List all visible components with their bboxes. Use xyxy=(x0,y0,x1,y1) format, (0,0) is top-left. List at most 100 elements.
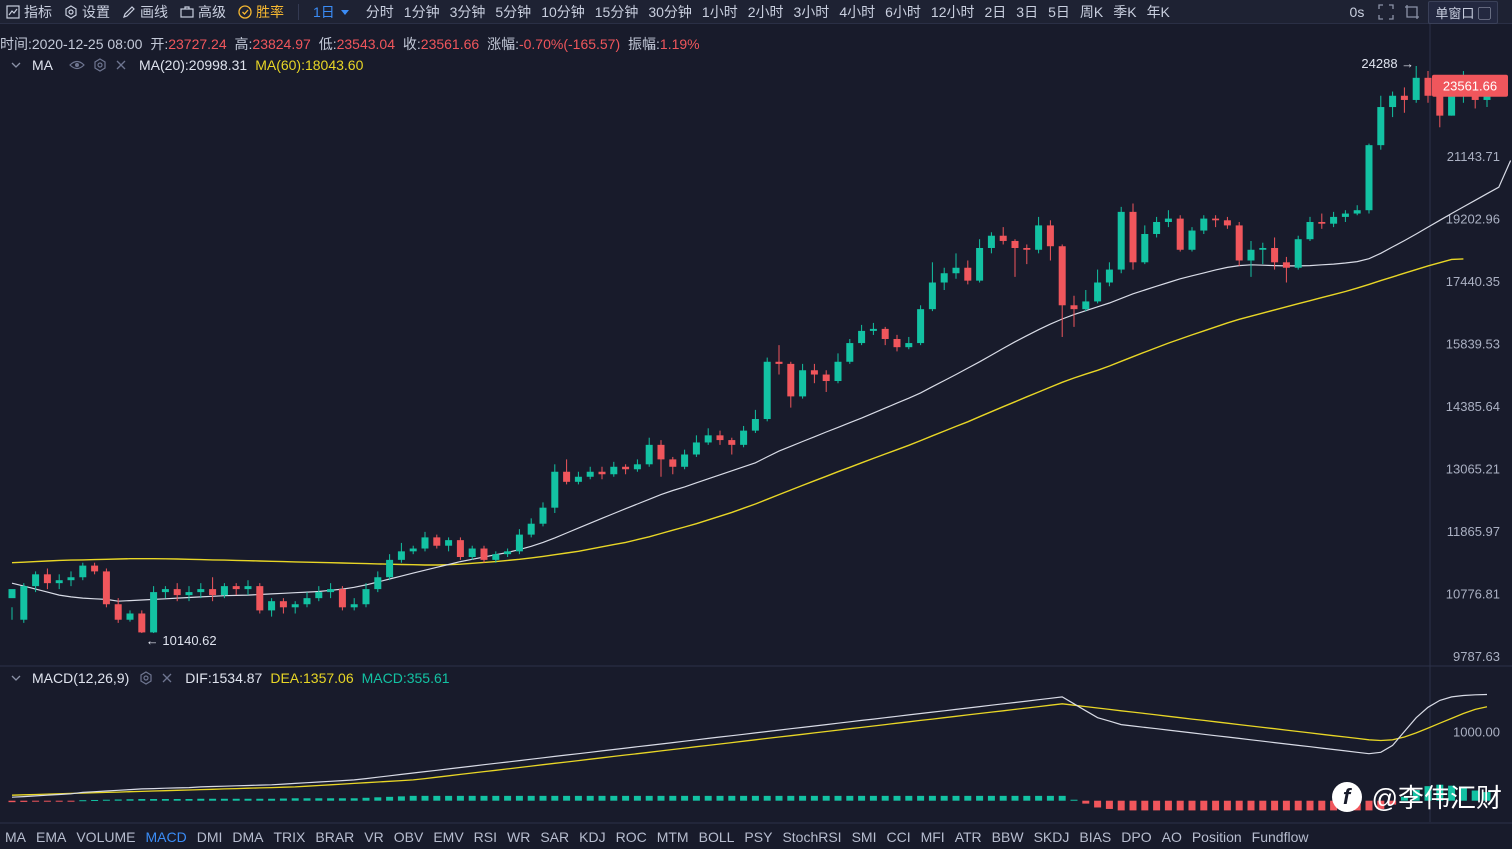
indicator-tab[interactable]: BOLL xyxy=(698,828,735,845)
candle-body xyxy=(1094,282,1102,302)
period-tab[interactable]: 15分钟 xyxy=(594,3,639,20)
indicator-tab[interactable]: MFI xyxy=(920,828,945,845)
indicator-tab[interactable]: DMA xyxy=(232,828,264,845)
gear-icon[interactable] xyxy=(93,58,107,72)
period-tab[interactable]: 周K xyxy=(1079,3,1104,20)
period-tab[interactable]: 5分钟 xyxy=(495,3,532,20)
low-label: 低: xyxy=(318,36,337,52)
eye-icon[interactable] xyxy=(69,59,85,71)
close-icon[interactable] xyxy=(161,672,173,684)
period-tab[interactable]: 分时 xyxy=(365,3,394,20)
gear-icon[interactable] xyxy=(139,671,153,685)
period-tab[interactable]: 10分钟 xyxy=(541,3,585,20)
period-tab[interactable]: 2日 xyxy=(984,3,1007,20)
candle-body xyxy=(397,551,405,560)
candle-body xyxy=(563,471,571,482)
indicator-tab[interactable]: BBW xyxy=(991,828,1024,845)
timeframe-dropdown[interactable]: 1日 xyxy=(307,0,361,24)
fullscreen-icon[interactable] xyxy=(1378,4,1394,20)
candle-body xyxy=(704,435,712,443)
candle-body xyxy=(869,328,877,331)
draw-button[interactable]: 画线 xyxy=(116,0,174,24)
indicator-tab[interactable]: ATR xyxy=(954,828,982,845)
period-tab[interactable]: 30分钟 xyxy=(648,3,692,20)
indicator-tab[interactable]: Fundflow xyxy=(1251,828,1309,845)
period-tab[interactable]: 1小时 xyxy=(701,3,738,20)
indicator-tab[interactable]: BIAS xyxy=(1079,828,1112,845)
period-tab[interactable]: 6小时 xyxy=(885,3,921,20)
period-tab[interactable]: 12小时 xyxy=(930,3,975,20)
indicator-tab[interactable]: MACD xyxy=(145,828,187,845)
indicator-tab[interactable]: EMV xyxy=(433,828,464,845)
macd-histogram-bar xyxy=(232,798,240,801)
screenshot-icon[interactable] xyxy=(1404,4,1420,20)
candle-body xyxy=(999,235,1007,241)
indicator-tab[interactable]: SKDJ xyxy=(1033,828,1070,845)
candle-body xyxy=(858,330,866,344)
candle-body xyxy=(917,309,925,344)
indicator-tab[interactable]: DPO xyxy=(1121,828,1152,845)
chevron-down-icon[interactable] xyxy=(10,673,22,683)
period-tab[interactable]: 年K xyxy=(1146,3,1170,20)
period-tab[interactable]: 季K xyxy=(1113,3,1137,20)
period-tab[interactable]: 3日 xyxy=(1016,3,1039,20)
macd-histogram-bar xyxy=(633,795,641,801)
indicator-tab[interactable]: AO xyxy=(1161,828,1182,845)
candle-body xyxy=(1023,247,1031,250)
macd-histogram-bar xyxy=(91,799,99,801)
indicator-tab[interactable]: CCI xyxy=(886,828,911,845)
macd-histogram-bar xyxy=(1200,800,1208,811)
candle-body xyxy=(940,273,948,283)
indicator-tab[interactable]: MTM xyxy=(656,828,689,845)
close-icon[interactable] xyxy=(115,59,127,71)
period-tab[interactable]: 5日 xyxy=(1048,3,1070,20)
candle-body xyxy=(893,338,901,348)
indicator-tab[interactable]: WR xyxy=(507,828,531,845)
indicator-tab[interactable]: DMI xyxy=(196,828,223,845)
macd-histogram-bar xyxy=(315,798,323,801)
settings-button[interactable]: 设置 xyxy=(58,0,116,24)
macd-histogram-bar xyxy=(161,799,169,801)
macd-histogram-bar xyxy=(1483,792,1491,801)
period-tab[interactable]: 1分钟 xyxy=(403,3,440,20)
macd-histogram-bar xyxy=(256,798,264,801)
indicator-tab[interactable]: KDJ xyxy=(579,828,606,845)
macd-value-label: MACD:355.61 xyxy=(361,670,450,686)
indicator-tab[interactable]: EMA xyxy=(36,828,67,845)
chevron-down-icon[interactable] xyxy=(10,60,22,70)
indicator-tab[interactable]: OBV xyxy=(393,828,424,845)
price-tick-label: 13065.21 xyxy=(1446,461,1500,476)
indicator-tab[interactable]: PSY xyxy=(744,828,773,845)
indicator-tab[interactable]: TRIX xyxy=(273,828,306,845)
period-tab[interactable]: 3分钟 xyxy=(449,3,486,20)
briefcase-icon xyxy=(180,5,194,18)
macd-histogram-bar xyxy=(976,795,984,801)
macd-histogram-bar xyxy=(987,795,995,801)
macd-histogram-bar xyxy=(279,798,287,801)
window-mode-button[interactable]: 单窗口 ▢ xyxy=(1428,0,1498,24)
indicator-tab[interactable]: VOLUME xyxy=(76,828,136,845)
indicator-tab[interactable]: RSI xyxy=(473,828,498,845)
indicator-tab[interactable]: StochRSI xyxy=(782,828,842,845)
candle-body xyxy=(362,589,370,605)
indicators-button[interactable]: 指标 xyxy=(0,0,58,24)
candle-body xyxy=(1412,77,1420,100)
advanced-button[interactable]: 高级 xyxy=(174,0,232,24)
indicator-tab[interactable]: MA xyxy=(5,828,26,845)
period-tab[interactable]: 3小时 xyxy=(793,3,830,20)
macd-histogram-bar xyxy=(1247,800,1255,811)
period-tab[interactable]: 2小时 xyxy=(747,3,784,20)
indicator-tab[interactable]: Position xyxy=(1191,828,1242,845)
indicator-tab[interactable]: SAR xyxy=(540,828,570,845)
candle-body xyxy=(197,589,205,593)
period-tab[interactable]: 4小时 xyxy=(839,3,876,20)
indicator-tab[interactable]: SMI xyxy=(851,828,877,845)
winrate-button[interactable]: 胜率 xyxy=(232,0,290,24)
indicator-tab[interactable]: BRAR xyxy=(315,828,355,845)
watermark: f @李伟汇财 xyxy=(1331,778,1502,815)
candle-body xyxy=(1330,216,1338,224)
candle-body xyxy=(1271,247,1279,263)
indicator-tab[interactable]: ROC xyxy=(615,828,647,845)
indicator-tab[interactable]: VR xyxy=(364,828,384,845)
